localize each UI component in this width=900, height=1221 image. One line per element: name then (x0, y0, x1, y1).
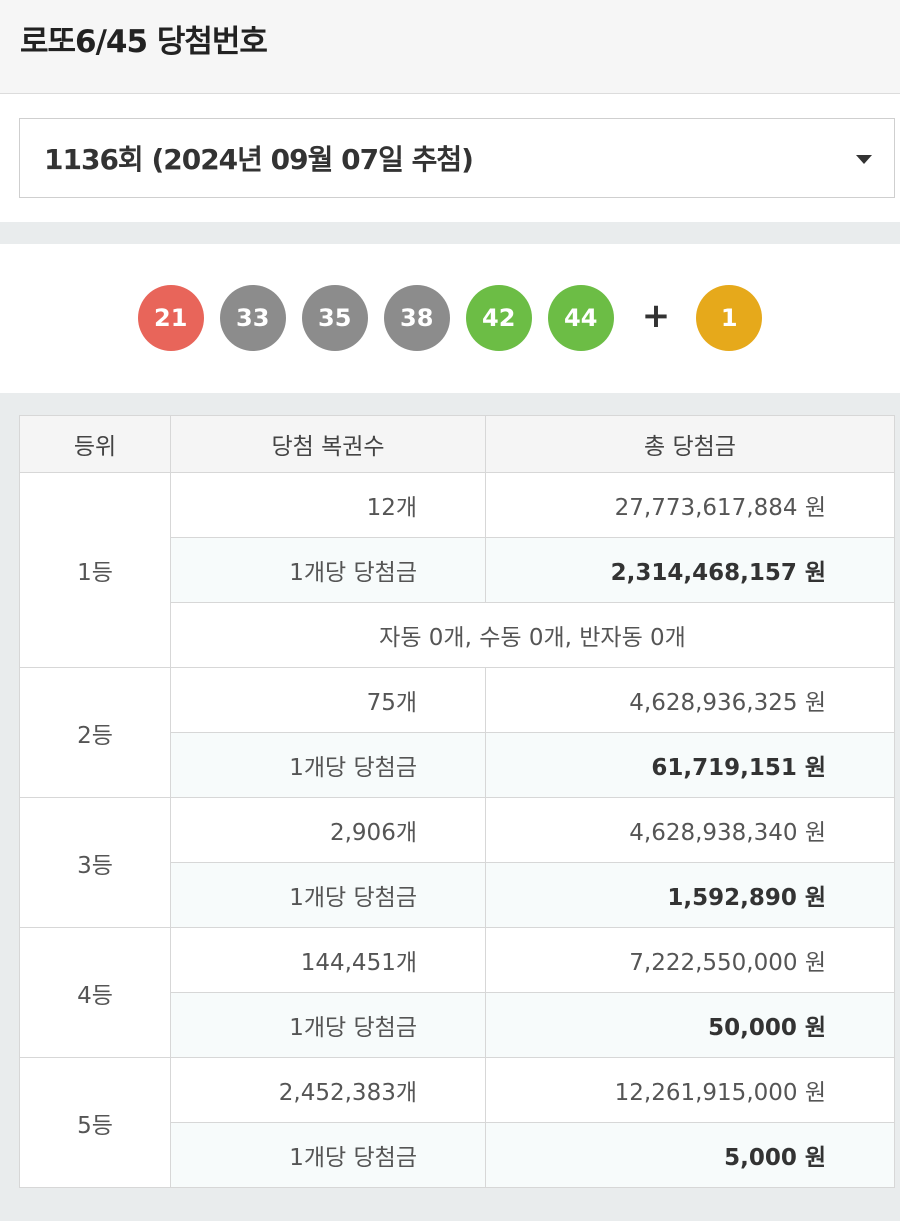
rank-cell: 3등 (19, 797, 171, 928)
total-prize: 27,773,617,884 원 (485, 472, 895, 538)
prize-table-wrap: 등위 당첨 복권수 총 당첨금 1등 12개 27,773,617,884 원 … (0, 393, 900, 1188)
winner-count: 2,452,383개 (170, 1057, 486, 1123)
table-row: 1개당 당첨금 1,592,890 원 (20, 862, 895, 928)
table-header-row: 등위 당첨 복권수 총 당첨금 (19, 415, 895, 473)
per-ticket-label: 1개당 당첨금 (170, 862, 486, 928)
winner-count: 75개 (170, 667, 486, 733)
table-row: 4등 144,451개 7,222,550,000 원 (19, 927, 895, 1058)
total-prize: 7,222,550,000 원 (485, 927, 895, 993)
rank-cell: 1등 (19, 472, 171, 668)
section-divider (0, 222, 900, 244)
rank-cell: 4등 (19, 927, 171, 1058)
chevron-down-icon[interactable] (856, 155, 872, 164)
rank-cell: 2등 (19, 667, 171, 798)
header-rank: 등위 (19, 415, 171, 473)
winning-numbers: 21 33 35 38 42 44 + 1 (0, 244, 900, 393)
draw-select-area: 1136회 (2024년 09월 07일 추첨) (0, 94, 900, 222)
winning-ball: 21 (137, 285, 204, 351)
table-row: 5등 2,452,383개 12,261,915,000 원 (19, 1057, 895, 1188)
per-ticket-prize: 61,719,151 원 (485, 732, 895, 798)
winning-ball: 44 (547, 285, 614, 351)
total-prize: 12,261,915,000 원 (485, 1057, 895, 1123)
total-prize: 4,628,938,340 원 (485, 797, 895, 863)
bonus-ball: 1 (696, 285, 763, 351)
per-ticket-prize: 5,000 원 (485, 1122, 895, 1188)
table-row: 3등 2,906개 4,628,938,340 원 (19, 797, 895, 928)
winner-count: 12개 (170, 472, 486, 538)
per-ticket-prize: 2,314,468,157 원 (485, 537, 895, 603)
per-ticket-label: 1개당 당첨금 (170, 1122, 486, 1188)
header-total: 총 당첨금 (485, 415, 895, 473)
table-row: 1개당 당첨금 61,719,151 원 (20, 732, 895, 798)
per-ticket-prize: 50,000 원 (485, 992, 895, 1058)
rank-cell: 5등 (19, 1057, 171, 1188)
draw-round-select[interactable]: 1136회 (2024년 09월 07일 추첨) (19, 118, 895, 198)
plus-icon: + (641, 296, 671, 336)
purchase-method-breakdown: 자동 0개, 수동 0개, 반자동 0개 (170, 602, 895, 668)
table-row: 2등 75개 4,628,936,325 원 (19, 667, 895, 798)
winning-ball: 42 (465, 285, 532, 351)
winning-ball: 33 (219, 285, 286, 351)
table-row: 1개당 당첨금 2,314,468,157 원 (20, 537, 895, 603)
total-prize: 4,628,936,325 원 (485, 667, 895, 733)
page-title: 로또6/45 당첨번호 (20, 24, 268, 60)
winner-count: 144,451개 (170, 927, 486, 993)
table-row: 1개당 당첨금 5,000 원 (20, 1122, 895, 1188)
per-ticket-label: 1개당 당첨금 (170, 732, 486, 798)
per-ticket-label: 1개당 당첨금 (170, 537, 486, 603)
winner-count: 2,906개 (170, 797, 486, 863)
winning-ball: 38 (383, 285, 450, 351)
draw-round-label: 1136회 (2024년 09월 07일 추첨) (44, 143, 474, 176)
per-ticket-label: 1개당 당첨금 (170, 992, 486, 1058)
header-count: 당첨 복권수 (170, 415, 486, 473)
table-row: 1등 12개 27,773,617,884 원 (19, 472, 895, 668)
per-ticket-prize: 1,592,890 원 (485, 862, 895, 928)
winning-ball: 35 (301, 285, 368, 351)
prize-table: 등위 당첨 복권수 총 당첨금 1등 12개 27,773,617,884 원 … (19, 415, 895, 1188)
page-header: 로또6/45 당첨번호 (0, 0, 900, 94)
